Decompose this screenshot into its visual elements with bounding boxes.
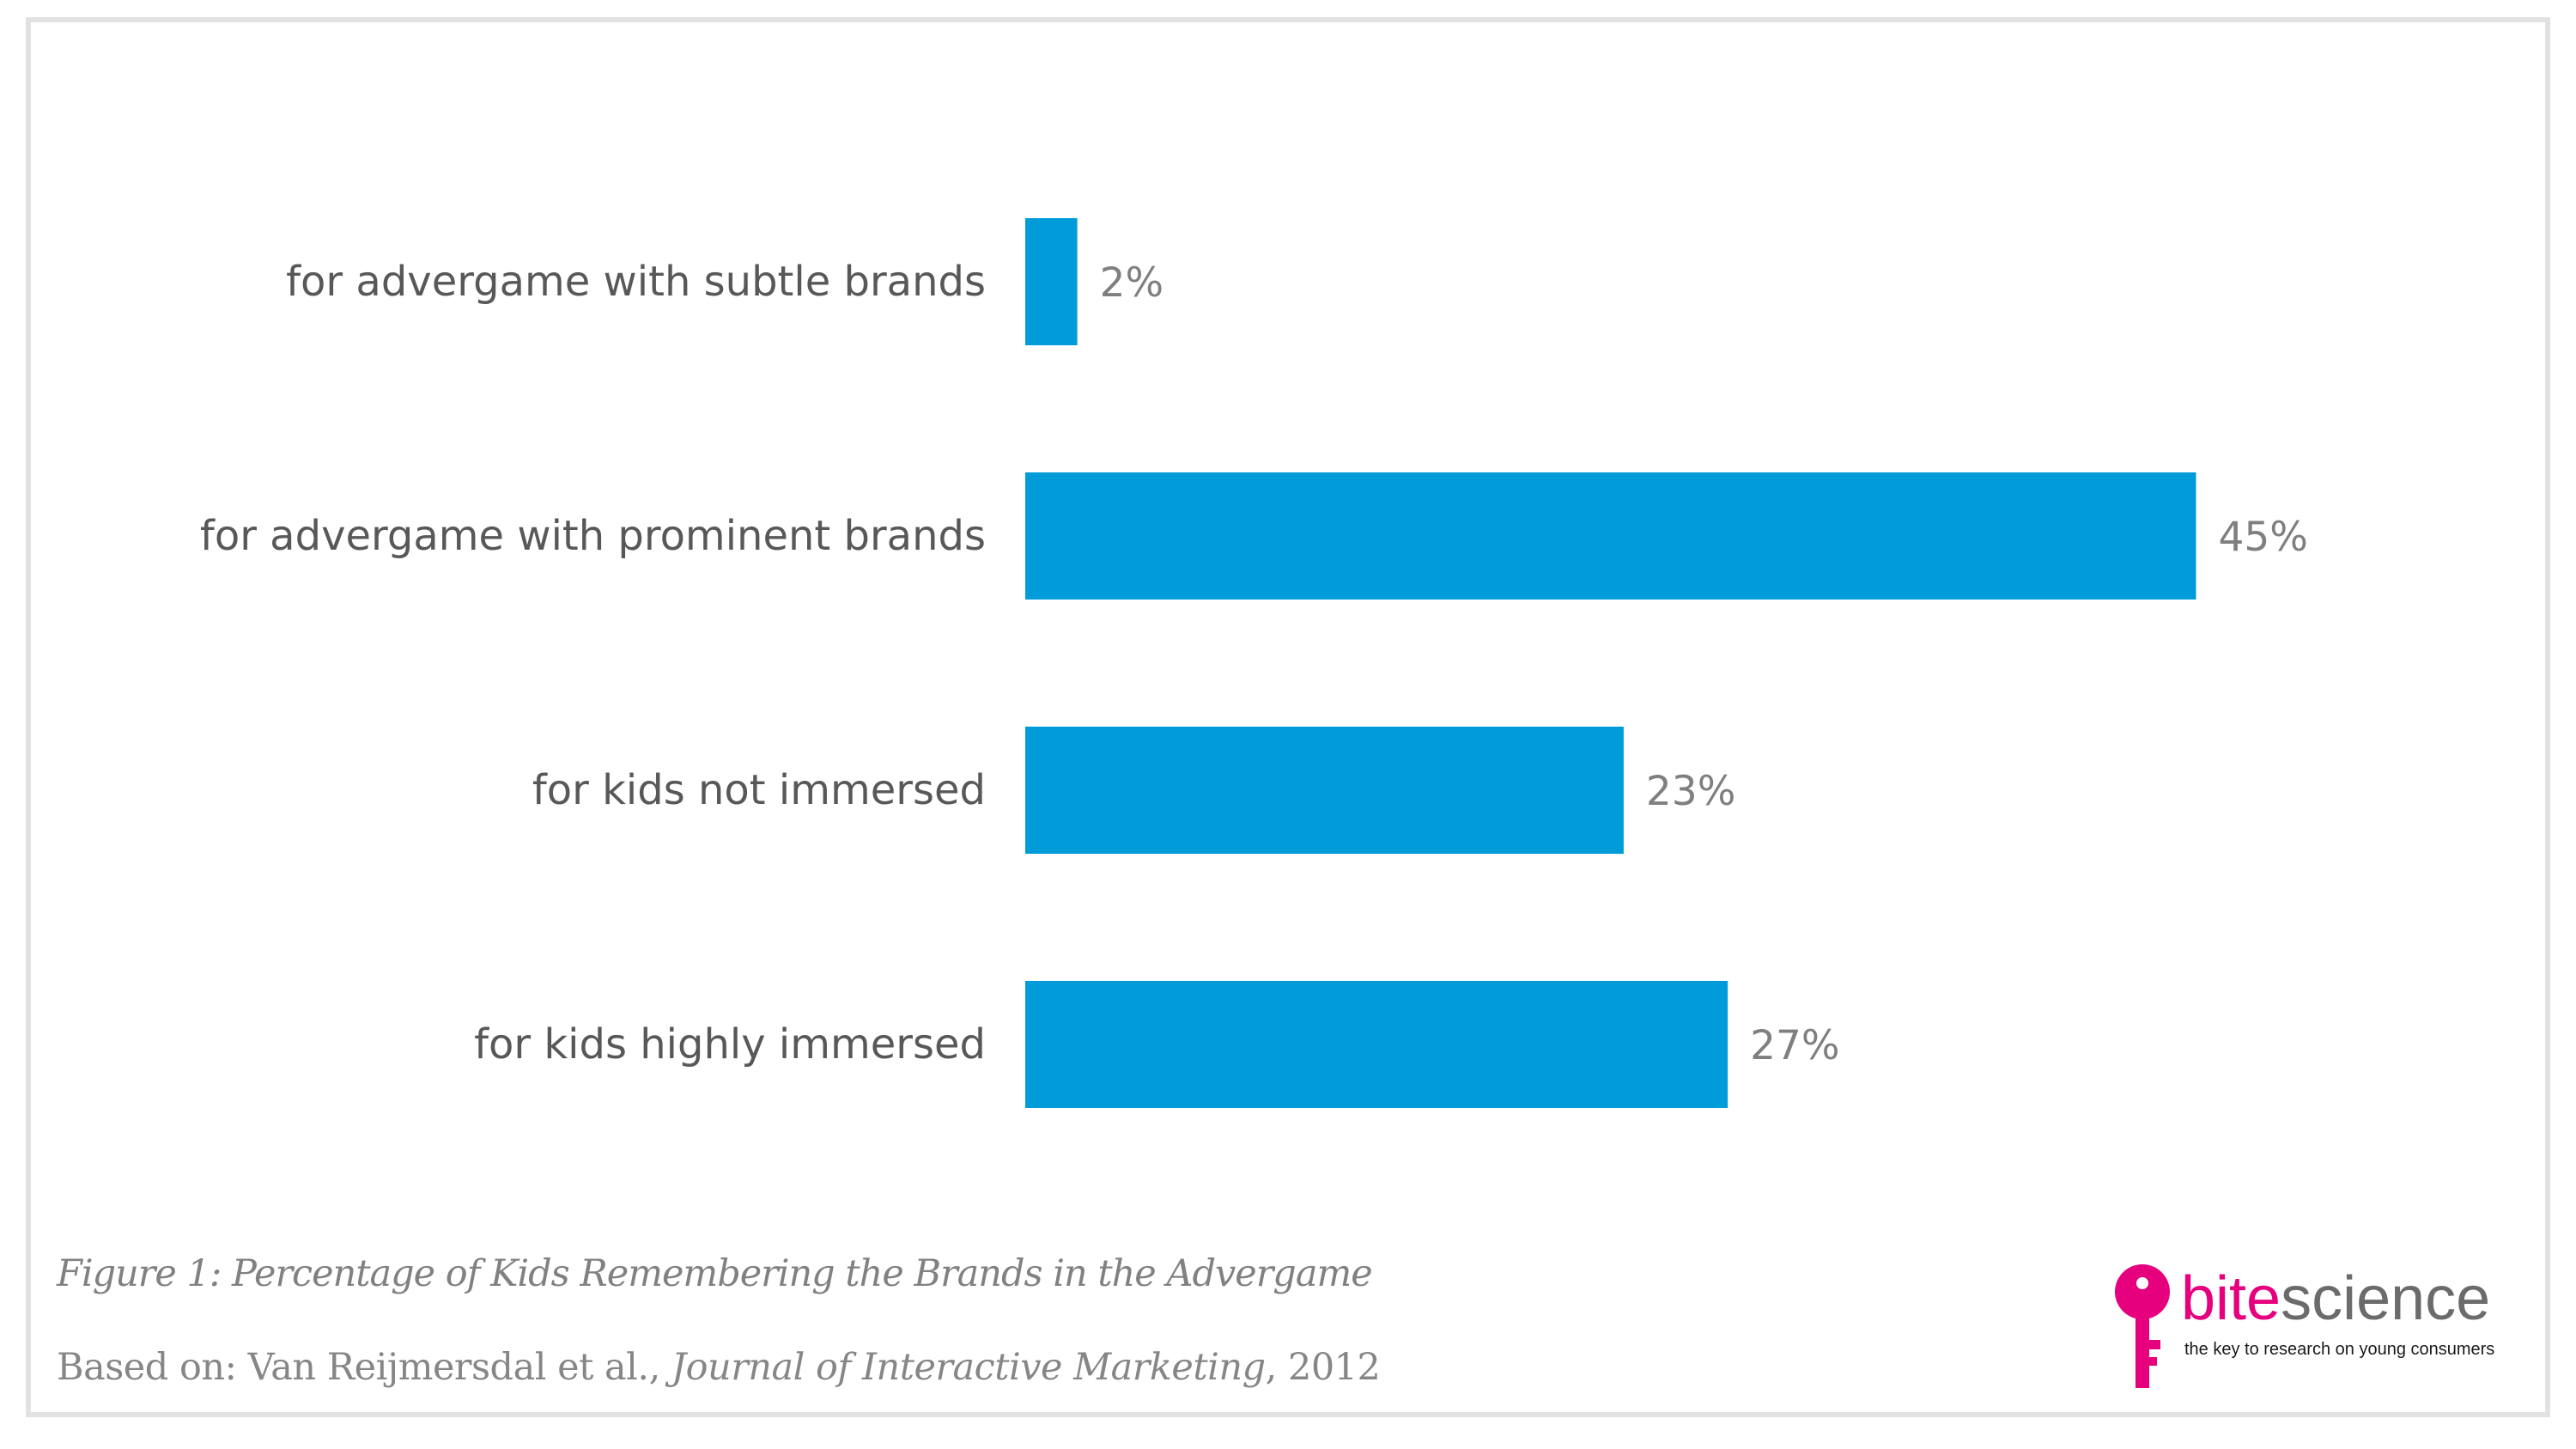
category-label: for advergame with subtle brands <box>286 258 986 306</box>
value-label: 45% <box>2219 514 2308 561</box>
key-icon <box>2115 1264 2170 1388</box>
bar <box>1025 727 1624 854</box>
bar <box>1025 218 1078 345</box>
value-label: 23% <box>1646 768 1735 815</box>
category-label: for kids not immersed <box>532 766 986 814</box>
bar <box>1025 472 2196 600</box>
value-label: 27% <box>1750 1022 1839 1069</box>
source-suffix: , 2012 <box>1265 1346 1381 1389</box>
source-prefix: Based on: Van Reijmersdal et al., <box>57 1346 671 1389</box>
category-label: for advergame with prominent brands <box>200 512 986 560</box>
bar <box>1025 981 1728 1108</box>
brand-tagline: the key to research on young consumers <box>2184 1340 2495 1359</box>
brand-bite: bite <box>2181 1264 2281 1333</box>
figure-frame <box>26 17 2550 1417</box>
category-label: for kids highly immersed <box>474 1020 986 1068</box>
brand-name: bitescience <box>2181 1264 2490 1333</box>
bitescience-logo: bitescience the key to research on young… <box>2112 1263 2524 1400</box>
source-citation: Based on: Van Reijmersdal et al., Journa… <box>57 1346 1381 1389</box>
figure-caption: Figure 1: Percentage of Kids Remembering… <box>57 1252 1373 1295</box>
brand-science: science <box>2281 1264 2491 1333</box>
source-journal: Journal of Interactive Marketing <box>671 1346 1266 1389</box>
value-label: 2% <box>1100 259 1164 307</box>
